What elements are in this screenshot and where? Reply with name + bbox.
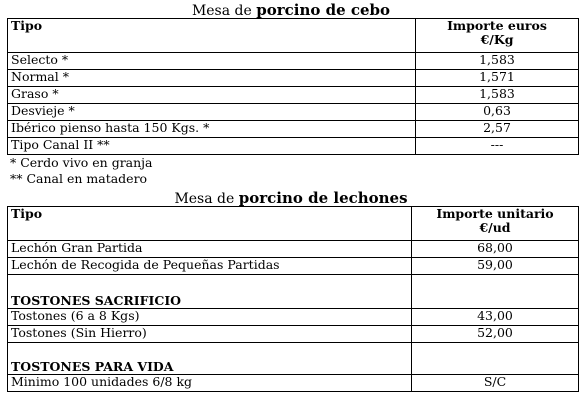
sacrificio-row-tipo: Tostones (Sin Hierro) bbox=[7, 325, 412, 343]
vida-row-valor: S/C bbox=[411, 374, 579, 392]
section-row: TOSTONES PARA VIDA bbox=[7, 342, 579, 375]
section-sacrificio: TOSTONES SACRIFICIO bbox=[7, 274, 412, 309]
cebo-row-valor: 1,583 bbox=[415, 86, 579, 104]
lechones-header-importe: Importe unitario €/ud bbox=[411, 206, 579, 241]
table-row: Ibérico pienso hasta 150 Kgs. * 2,57 bbox=[7, 120, 579, 138]
table-row: Desvieje * 0,63 bbox=[7, 103, 579, 121]
sacrificio-row-valor: 43,00 bbox=[411, 308, 579, 326]
lechones-table: Tipo Importe unitario €/ud Lechón Gran P… bbox=[7, 206, 579, 392]
lechones-title-prefix: Mesa de bbox=[174, 191, 239, 207]
cebo-row-valor: 1,571 bbox=[415, 69, 579, 87]
cebo-header-importe: Importe euros €/Kg bbox=[415, 18, 579, 53]
cebo-notes: * Cerdo vivo en granja ** Canal en matad… bbox=[10, 155, 153, 187]
cebo-row-tipo: Desvieje * bbox=[7, 103, 416, 121]
lechones-header-importe-label: Importe unitario bbox=[436, 206, 554, 221]
lechones-row-tipo: Lechón de Recogida de Pequeñas Partidas bbox=[7, 257, 412, 275]
lechones-header-tipo: Tipo bbox=[7, 206, 412, 241]
vida-row-tipo: Minimo 100 unidades 6/8 kg bbox=[7, 374, 412, 392]
sacrificio-row-valor: 52,00 bbox=[411, 325, 579, 343]
cebo-header-importe-label: Importe euros bbox=[447, 18, 547, 33]
table-row: Tostones (6 a 8 Kgs) 43,00 bbox=[7, 308, 579, 326]
table-row: Lechón de Recogida de Pequeñas Partidas … bbox=[7, 257, 579, 275]
table-row: Graso * 1,583 bbox=[7, 86, 579, 104]
lechones-row-valor: 59,00 bbox=[411, 257, 579, 275]
section-row: TOSTONES SACRIFICIO bbox=[7, 274, 579, 309]
lechones-row-tipo: Lechón Gran Partida bbox=[7, 240, 412, 258]
cebo-row-tipo: Tipo Canal II ** bbox=[7, 137, 416, 155]
cebo-row-valor: 2,57 bbox=[415, 120, 579, 138]
lechones-title: Mesa de porcino de lechones bbox=[0, 190, 582, 207]
cebo-title: Mesa de porcino de cebo bbox=[0, 2, 582, 19]
cebo-row-tipo: Normal * bbox=[7, 69, 416, 87]
lechones-header-unit: €/ud bbox=[479, 220, 511, 235]
table-row: Lechón Gran Partida 68,00 bbox=[7, 240, 579, 258]
cebo-row-tipo: Ibérico pienso hasta 150 Kgs. * bbox=[7, 120, 416, 138]
table-row: Selecto * 1,583 bbox=[7, 52, 579, 70]
cebo-table: Tipo Importe euros €/Kg Selecto * 1,583 … bbox=[7, 18, 579, 155]
cebo-row-valor: 0,63 bbox=[415, 103, 579, 121]
note-canal: ** Canal en matadero bbox=[10, 171, 148, 186]
cebo-row-tipo: Selecto * bbox=[7, 52, 416, 70]
section-vida: TOSTONES PARA VIDA bbox=[7, 342, 412, 375]
section-sacrificio-empty bbox=[411, 274, 579, 309]
cebo-row-tipo: Graso * bbox=[7, 86, 416, 104]
table-row: Tostones (Sin Hierro) 52,00 bbox=[7, 325, 579, 343]
sacrificio-row-tipo: Tostones (6 a 8 Kgs) bbox=[7, 308, 412, 326]
cebo-row-valor: --- bbox=[415, 137, 579, 155]
table-row: Normal * 1,571 bbox=[7, 69, 579, 87]
cebo-title-prefix: Mesa de bbox=[191, 3, 257, 19]
section-vida-empty bbox=[411, 342, 579, 375]
cebo-row-valor: 1,583 bbox=[415, 52, 579, 70]
table-row: Tipo Canal II ** --- bbox=[7, 137, 579, 155]
lechones-header-row: Tipo Importe unitario €/ud bbox=[7, 206, 579, 241]
table-row: Minimo 100 unidades 6/8 kg S/C bbox=[7, 374, 579, 392]
lechones-title-bold: porcino de lechones bbox=[238, 189, 408, 207]
lechones-row-valor: 68,00 bbox=[411, 240, 579, 258]
cebo-header-tipo: Tipo bbox=[7, 18, 416, 53]
cebo-header-row: Tipo Importe euros €/Kg bbox=[7, 18, 579, 53]
cebo-header-unit: €/Kg bbox=[480, 32, 514, 47]
note-vivo: * Cerdo vivo en granja bbox=[10, 155, 153, 170]
cebo-title-bold: porcino de cebo bbox=[256, 1, 391, 19]
